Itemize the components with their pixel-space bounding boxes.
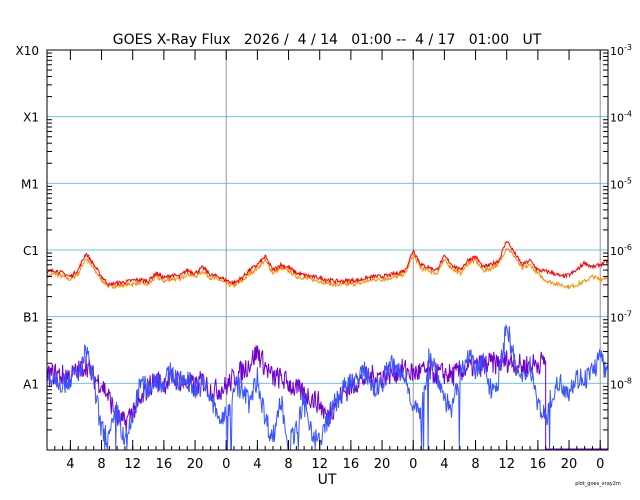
x-tick-label: 12 bbox=[124, 457, 141, 472]
x-tick-label: 20 bbox=[561, 457, 578, 472]
x-tick-label: 20 bbox=[187, 457, 204, 472]
x-tick-label: 0 bbox=[409, 457, 417, 472]
x-tick-label: 16 bbox=[343, 457, 360, 472]
x-tick-label: 8 bbox=[97, 457, 105, 472]
x-tick-label: 12 bbox=[311, 457, 328, 472]
footer-label: plot_goes_xray2m bbox=[575, 481, 621, 487]
x-tick-label: 16 bbox=[530, 457, 547, 472]
axis-labels: X10 X1 M1 C1 B1 A1 10-3 10-4 10-5 10-6 10-7 10-8 4 8 1… bbox=[16, 43, 632, 472]
x-axis-label: UT bbox=[318, 472, 337, 488]
series-line-short-primary bbox=[46, 323, 608, 451]
right-axis-label: 10-6 bbox=[610, 243, 632, 258]
series-line-short-secondary bbox=[46, 345, 546, 433]
right-axis-label: 10-8 bbox=[610, 376, 632, 391]
chart-title: GOES X-Ray Flux 2026 / 4 / 14 01:00 -- 4… bbox=[113, 32, 542, 48]
x-tick-label: 0 bbox=[596, 457, 604, 472]
x-tick-label: 4 bbox=[66, 457, 74, 472]
right-axis-label: 10-3 bbox=[610, 43, 632, 58]
x-tick-label: 4 bbox=[440, 457, 448, 472]
x-tick-label: 20 bbox=[374, 457, 391, 472]
flare-class-label: X1 bbox=[23, 111, 39, 125]
x-tick-label: 4 bbox=[253, 457, 261, 472]
series-line-long-secondary bbox=[46, 247, 608, 290]
x-tick-label: 8 bbox=[284, 457, 292, 472]
x-tick-label: 12 bbox=[498, 457, 515, 472]
flare-class-label: M1 bbox=[21, 177, 39, 191]
flare-class-label: B1 bbox=[23, 311, 39, 325]
series-group bbox=[46, 241, 608, 451]
x-tick-label: 8 bbox=[471, 457, 479, 472]
x-tick-label: 0 bbox=[222, 457, 230, 472]
ticks bbox=[47, 50, 608, 450]
grid bbox=[47, 50, 608, 450]
right-axis-label: 10-7 bbox=[610, 310, 632, 325]
right-axis-label: 10-5 bbox=[610, 176, 632, 191]
series-line-long-primary bbox=[46, 241, 608, 288]
x-tick-label: 16 bbox=[156, 457, 173, 472]
flare-class-label: A1 bbox=[23, 377, 39, 391]
flare-class-label: X10 bbox=[16, 44, 40, 58]
right-axis-label: 10-4 bbox=[610, 110, 632, 125]
flare-class-label: C1 bbox=[23, 244, 39, 258]
